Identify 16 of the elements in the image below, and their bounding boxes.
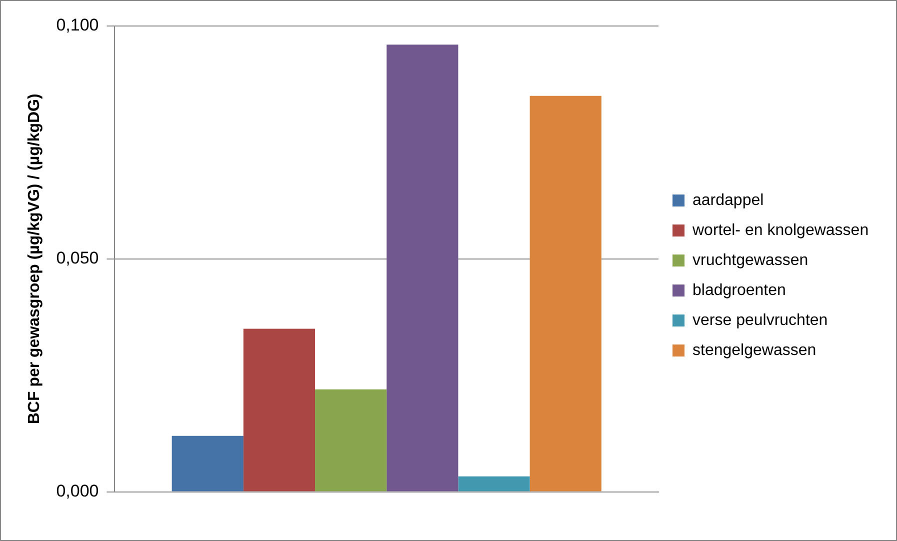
legend-label: bladgroenten: [692, 282, 786, 299]
y-tick-label: 0,000: [56, 481, 99, 500]
bar: [386, 44, 458, 492]
bar: [243, 328, 316, 492]
legend-label: vruchtgewassen: [692, 252, 808, 269]
bar: [458, 476, 530, 492]
y-tick-label: 0,100: [56, 16, 99, 35]
bar: [315, 389, 387, 492]
legend-label: verse peulvruchten: [692, 312, 828, 329]
legend-label: aardappel: [692, 192, 764, 209]
y-axis-title: BCF per gewasgroep (µg/kgVG) / (µg/kgDG): [26, 94, 44, 424]
y-tick-label: 0,050: [56, 248, 99, 268]
bar: [530, 96, 602, 492]
bar: [172, 436, 244, 492]
legend-label: stengelgewassen: [692, 342, 816, 359]
legend-label: wortel- en knolgewassen: [692, 222, 869, 239]
